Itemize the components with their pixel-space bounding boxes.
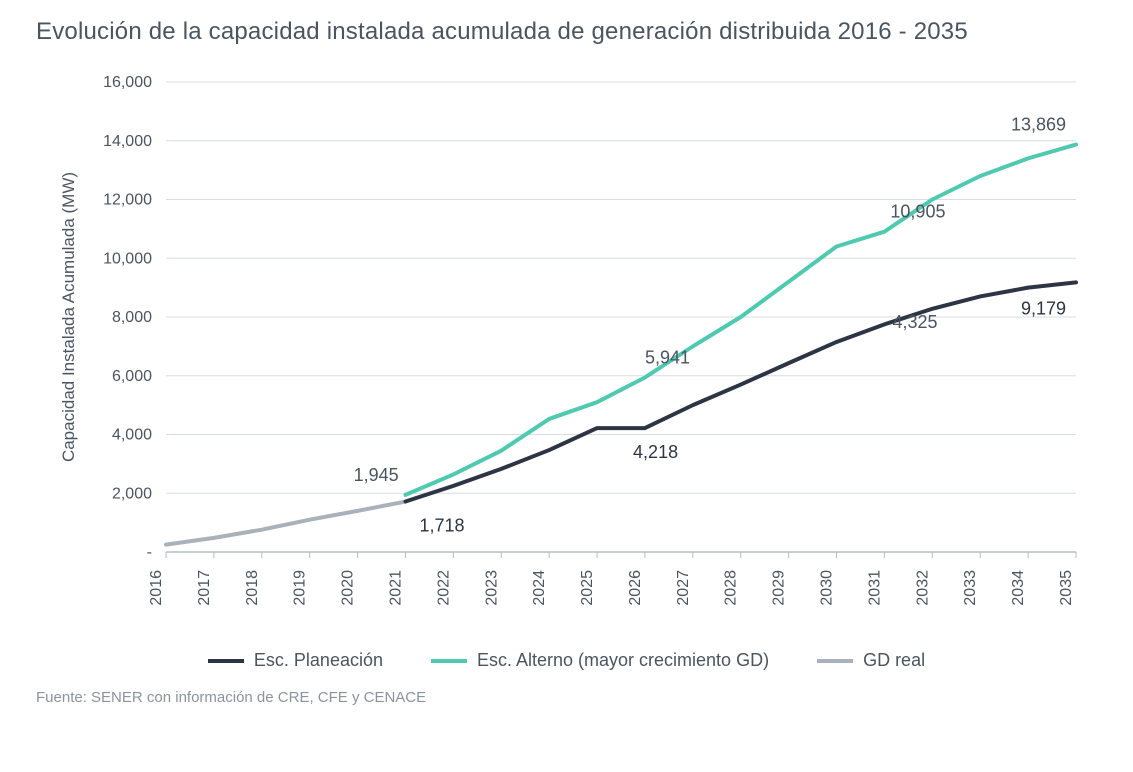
data-label: 5,941 xyxy=(645,347,690,367)
svg-text:14,000: 14,000 xyxy=(103,133,152,150)
legend-swatch xyxy=(208,659,244,663)
legend: Esc. Planeación Esc. Alterno (mayor creci… xyxy=(36,650,1097,671)
legend-label: Esc. Planeación xyxy=(254,650,383,671)
svg-text:2029: 2029 xyxy=(771,570,788,606)
svg-text:2031: 2031 xyxy=(866,570,883,606)
svg-text:2022: 2022 xyxy=(435,570,452,606)
line-chart: - 2,000 4,000 6,000 8,000 10,000 12,000 14,000 1… xyxy=(36,52,1096,642)
data-label: 1,718 xyxy=(419,516,464,536)
legend-swatch xyxy=(431,659,467,663)
data-label: 10,905 xyxy=(890,202,945,222)
svg-text:2,000: 2,000 xyxy=(112,485,152,502)
source-caption: Fuente: SENER con información de CRE, CF… xyxy=(36,689,1097,706)
svg-text:2026: 2026 xyxy=(627,570,644,606)
data-label: 13,869 xyxy=(1011,115,1066,135)
svg-text:2028: 2028 xyxy=(723,570,740,606)
svg-text:2024: 2024 xyxy=(531,570,548,606)
svg-text:6,000: 6,000 xyxy=(112,368,152,385)
svg-text:2030: 2030 xyxy=(819,570,836,606)
svg-text:2032: 2032 xyxy=(914,570,931,606)
legend-item-alterno: Esc. Alterno (mayor crecimiento GD) xyxy=(431,650,769,671)
svg-text:10,000: 10,000 xyxy=(103,250,152,267)
svg-text:2017: 2017 xyxy=(196,570,213,606)
svg-text:2033: 2033 xyxy=(962,570,979,606)
data-label: 1,945 xyxy=(354,465,399,485)
svg-text:2018: 2018 xyxy=(244,570,261,606)
legend-label: Esc. Alterno (mayor crecimiento GD) xyxy=(477,650,769,671)
svg-text:2021: 2021 xyxy=(387,570,404,606)
legend-item-planeacion: Esc. Planeación xyxy=(208,650,383,671)
legend-swatch xyxy=(817,659,853,663)
svg-text:2035: 2035 xyxy=(1058,570,1075,606)
svg-text:2034: 2034 xyxy=(1010,570,1027,606)
chart-area: - 2,000 4,000 6,000 8,000 10,000 12,000 14,000 1… xyxy=(36,52,1097,642)
svg-text:2020: 2020 xyxy=(340,570,357,606)
svg-text:4,000: 4,000 xyxy=(112,427,152,444)
svg-text:Capacidad Instalada Acumulada: Capacidad Instalada Acumulada (MW) xyxy=(59,172,78,462)
svg-text:2016: 2016 xyxy=(148,570,165,606)
svg-text:16,000: 16,000 xyxy=(103,74,152,91)
data-label: 4,218 xyxy=(633,442,678,462)
svg-text:2027: 2027 xyxy=(675,570,692,606)
figure-container: Evolución de la capacidad instalada acum… xyxy=(0,0,1133,772)
svg-text:-: - xyxy=(147,544,152,561)
svg-text:2025: 2025 xyxy=(579,570,596,606)
series-alterno xyxy=(405,145,1076,495)
svg-text:2019: 2019 xyxy=(292,570,309,606)
legend-label: GD real xyxy=(863,650,925,671)
svg-text:8,000: 8,000 xyxy=(112,309,152,326)
data-label: 9,179 xyxy=(1021,298,1066,318)
data-label: 4,325 xyxy=(893,312,938,332)
legend-item-gd_real: GD real xyxy=(817,650,925,671)
svg-text:2023: 2023 xyxy=(483,570,500,606)
series-gd_real xyxy=(166,502,405,545)
chart-title: Evolución de la capacidad instalada acum… xyxy=(36,18,1097,46)
svg-text:12,000: 12,000 xyxy=(103,192,152,209)
